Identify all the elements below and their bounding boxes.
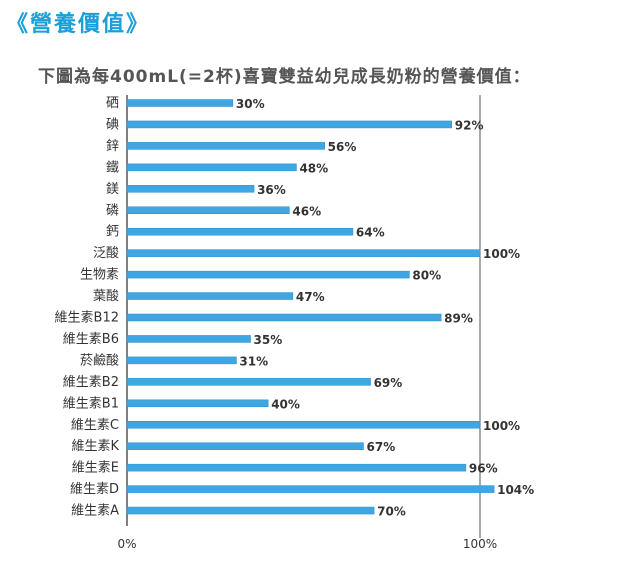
category-label: 葉酸 — [93, 289, 119, 304]
category-label: 維生素B1 — [63, 396, 119, 411]
section-heading: 《營養價值》 — [6, 12, 151, 37]
data-label: 40% — [271, 397, 300, 411]
data-label: 89% — [444, 312, 473, 326]
bar — [126, 335, 251, 343]
category-label: 鋅 — [106, 139, 119, 154]
category-label: 鐵 — [106, 159, 119, 175]
category-label: 鎂 — [106, 181, 119, 197]
category-label: 鈣 — [106, 225, 119, 240]
bar — [126, 185, 255, 193]
category-label: 菸鹼酸 — [80, 352, 119, 368]
x-tick-label: 0% — [117, 537, 136, 551]
category-label: 維生素A — [71, 504, 119, 519]
bar — [126, 399, 269, 408]
bar — [126, 142, 325, 150]
data-label: 100% — [483, 247, 520, 261]
category-label: 硒 — [106, 96, 119, 111]
category-label: 磷 — [106, 203, 119, 218]
data-label: 69% — [374, 376, 403, 390]
data-label: 64% — [356, 226, 385, 240]
data-label: 96% — [469, 462, 498, 476]
data-label: 36% — [257, 183, 286, 197]
category-label: 維生素E — [72, 461, 119, 476]
data-label: 48% — [299, 161, 328, 175]
bar — [126, 485, 495, 493]
bar — [126, 442, 364, 450]
category-label: 維生素C — [71, 418, 119, 433]
bar — [126, 463, 467, 472]
category-label: 碘 — [106, 117, 119, 132]
data-label: 70% — [377, 505, 406, 519]
category-label: 維生素B6 — [63, 332, 119, 347]
x-tick-label: 100% — [463, 537, 497, 551]
bar — [126, 356, 237, 365]
bar — [126, 292, 294, 300]
category-label: 生物素 — [80, 268, 119, 283]
data-label: 67% — [367, 440, 396, 454]
bar — [126, 120, 453, 129]
category-label: 泛酸 — [93, 246, 119, 261]
data-label: 92% — [455, 118, 484, 132]
bar — [126, 163, 297, 172]
bar — [126, 421, 481, 429]
bar — [126, 378, 371, 386]
bar — [126, 249, 481, 257]
data-label: 46% — [292, 204, 321, 218]
chart-title: 下圖為每400mL(=2杯)喜寶雙益幼兒成長奶粉的營養價值： — [38, 67, 531, 87]
category-label: 維生素D — [70, 482, 119, 497]
data-label: 104% — [497, 483, 534, 497]
data-label: 47% — [296, 290, 325, 304]
bar — [126, 206, 290, 214]
category-label: 維生素B2 — [63, 375, 119, 390]
data-label: 30% — [236, 97, 265, 111]
data-label: 100% — [483, 419, 520, 433]
bar — [126, 99, 234, 107]
bar — [126, 313, 442, 322]
data-label: 31% — [239, 354, 268, 368]
data-label: 56% — [328, 140, 357, 154]
bar — [126, 227, 354, 236]
category-label: 維生素K — [71, 439, 119, 454]
data-label: 80% — [412, 269, 441, 283]
bar — [126, 270, 410, 279]
bar — [126, 506, 375, 515]
category-label: 維生素B12 — [55, 311, 119, 326]
data-label: 35% — [254, 333, 283, 347]
